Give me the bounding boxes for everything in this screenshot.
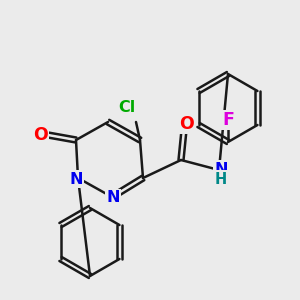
- Text: F: F: [222, 111, 234, 129]
- Text: N: N: [106, 190, 120, 206]
- Text: N: N: [214, 161, 228, 176]
- Text: N: N: [69, 172, 83, 187]
- Text: Cl: Cl: [118, 100, 136, 116]
- Text: H: H: [215, 172, 227, 187]
- Text: O: O: [178, 115, 194, 133]
- Text: O: O: [33, 126, 47, 144]
